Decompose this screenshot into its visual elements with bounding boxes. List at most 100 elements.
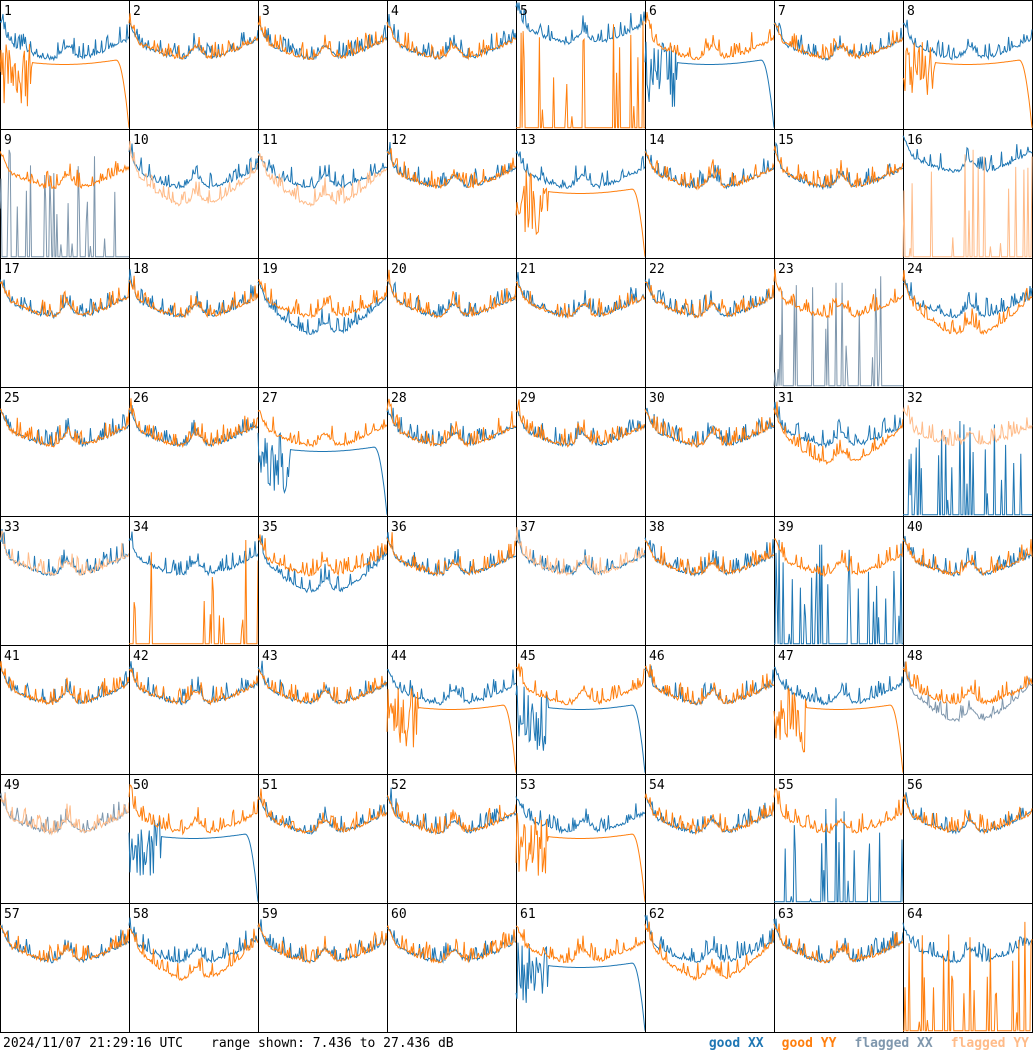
series-xx-line [644,665,775,706]
series-yy-line [386,925,517,964]
series-yy-line [773,401,904,466]
panel-20: 20 [386,258,517,388]
panel-label: 28 [391,391,407,406]
series-yy-line [386,795,517,836]
panel-44: 44 [386,645,517,775]
series-yy-line [773,23,904,61]
series-yy-line [515,170,646,257]
series-xx-line [0,13,130,62]
panel-label: 47 [778,649,794,664]
panel-frame [387,129,517,259]
series-yy-line [128,783,259,836]
panel-frame [258,129,388,259]
panel-frame [516,516,646,646]
panel-38: 38 [644,516,775,646]
panel-frame [645,516,775,646]
panel-frame [387,516,517,646]
panel-57: 57 [0,903,130,1033]
panel-label: 14 [649,133,665,148]
series-yy-line [644,151,775,191]
panel-1: 1 [0,0,130,130]
series-xx-line [257,431,388,515]
series-xx-line [515,150,646,190]
series-xx-line [902,19,1033,61]
panel-53: 53 [515,774,646,904]
series-xx-line [386,532,517,577]
panel-label: 54 [649,778,665,793]
legend-good-xx: good XX [708,1036,764,1051]
panel-45: 45 [515,645,646,775]
panel-16: 16 [902,129,1033,259]
panel-label: 63 [778,907,794,922]
series-yy-line [257,668,388,705]
panel-10: 10 [128,129,259,259]
panel-frame [645,258,775,388]
series-xx-line [257,281,388,336]
panel-label: 17 [4,262,20,277]
series-yy-line [644,664,775,706]
series-yy-line [0,280,130,319]
panel-frame [516,258,646,388]
panel-33: 33 [0,516,130,646]
series-yy-line [515,813,646,902]
series-xx-line [257,660,388,705]
panel-46: 46 [644,645,775,775]
panel-label: 42 [133,649,149,664]
panel-58: 58 [128,903,259,1033]
panel-43: 43 [257,645,388,775]
legend-flagged-yy: flagged YY [950,1036,1029,1051]
panel-label: 36 [391,520,407,535]
panel-8: 8 [902,0,1033,130]
panel-36: 36 [386,516,517,646]
panel-label: 48 [907,649,923,664]
panel-5: 5 [515,0,646,130]
panel-label: 4 [391,4,399,19]
panel-41: 41 [0,645,130,775]
panel-frame [129,0,259,130]
panel-14: 14 [644,129,775,259]
panel-55: 55 [773,774,904,904]
series-yy-line [128,398,259,449]
panel-label: 45 [520,649,536,664]
panel-6: 6 [644,0,775,130]
panel-13: 13 [515,129,646,259]
panel-frame [0,129,130,259]
panel-label: 9 [4,133,12,148]
panel-frame [387,774,517,904]
panel-frame [645,129,775,259]
panel-11: 11 [257,129,388,259]
series-yy-line [902,42,1033,128]
panel-51: 51 [257,774,388,904]
panel-frame [516,0,646,130]
panel-label: 40 [907,520,923,535]
panel-21: 21 [515,258,646,388]
series-yy-line [128,927,259,982]
series-yy-line [0,530,130,577]
panel-frame [387,387,517,517]
panel-59: 59 [257,903,388,1033]
panel-frame [258,774,388,904]
series-xx-line [0,149,129,258]
panel-26: 26 [128,387,259,517]
series-xx-line [0,279,130,320]
panel-frame [129,645,259,775]
series-xx-line [902,279,1033,319]
series-yy-line [257,409,388,448]
series-yy-line [0,408,130,448]
series-yy-line [644,793,775,836]
panel-frame [258,903,388,1033]
series-yy-line [644,281,775,319]
panel-40: 40 [902,516,1033,646]
panel-32: 32 [902,387,1033,517]
panel-2: 2 [128,0,259,130]
panel-frame [129,516,259,646]
series-xx-line [0,924,130,964]
panel-label: 31 [778,391,794,406]
series-xx-line [644,915,775,964]
series-yy-line [128,667,259,706]
series-xx-line [386,668,517,706]
panel-35: 35 [257,516,388,646]
panel-frame [903,516,1033,646]
panel-frame [774,516,904,646]
